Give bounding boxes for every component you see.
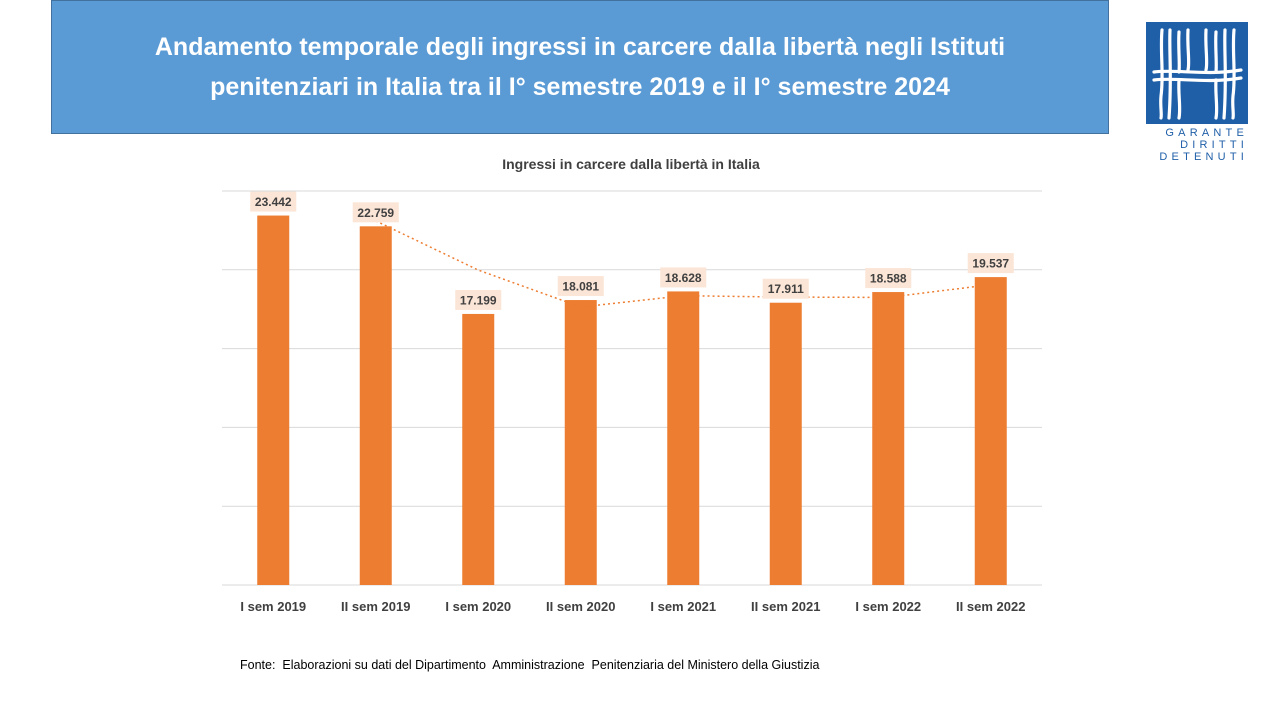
- header-banner: Andamento temporale degli ingressi in ca…: [51, 0, 1109, 134]
- logo-text-line: DIRITTI: [1180, 139, 1248, 151]
- x-tick-label: II sem 2021: [751, 599, 820, 614]
- data-label: 18.081: [562, 280, 599, 294]
- x-tick-label: II sem 2020: [546, 599, 615, 614]
- page-title: Andamento temporale degli ingressi in ca…: [154, 33, 1006, 101]
- source-note: Fonte: Elaborazioni su dati del Dipartim…: [240, 658, 820, 672]
- bar: [462, 313, 495, 585]
- x-tick-label: I sem 2019: [240, 599, 306, 614]
- bar: [564, 300, 597, 585]
- bar: [257, 215, 290, 585]
- data-label: 18.628: [665, 271, 702, 285]
- x-tick-label: I sem 2020: [445, 599, 511, 614]
- data-label-box: [967, 253, 1014, 274]
- bar: [872, 292, 905, 585]
- data-label-box: [865, 268, 912, 289]
- data-label-box: [455, 289, 502, 310]
- bar: [769, 302, 802, 585]
- data-label: 22.759: [357, 206, 394, 220]
- garante-logo: GARANTE DIRITTI DETENUTI: [1146, 22, 1248, 167]
- logo-mark: [1146, 22, 1248, 124]
- x-tick-label: I sem 2021: [650, 599, 716, 614]
- data-label: 23.442: [255, 195, 292, 209]
- data-label: 18.588: [870, 272, 907, 286]
- chart-title: Ingressi in carcere dalla libertà in Ita…: [502, 156, 760, 172]
- bar: [359, 226, 392, 585]
- x-tick-label: II sem 2022: [956, 599, 1025, 614]
- data-label-box: [660, 267, 707, 288]
- trendline: [375, 220, 991, 308]
- logo-symbol-icon: [1152, 28, 1243, 120]
- data-label-box: [557, 276, 604, 297]
- logo-text-line: GARANTE: [1165, 127, 1248, 139]
- x-tick-label: II sem 2019: [341, 599, 410, 614]
- data-label: 19.537: [972, 257, 1009, 271]
- bar: [667, 291, 700, 585]
- data-label-box: [250, 191, 297, 212]
- data-label: 17.911: [768, 282, 804, 296]
- data-label-box: [352, 202, 399, 223]
- x-tick-label: I sem 2022: [855, 599, 921, 614]
- bar: [974, 277, 1007, 585]
- data-label: 17.199: [460, 293, 497, 307]
- logo-text-line: DETENUTI: [1159, 151, 1248, 163]
- data-label-box: [762, 278, 809, 299]
